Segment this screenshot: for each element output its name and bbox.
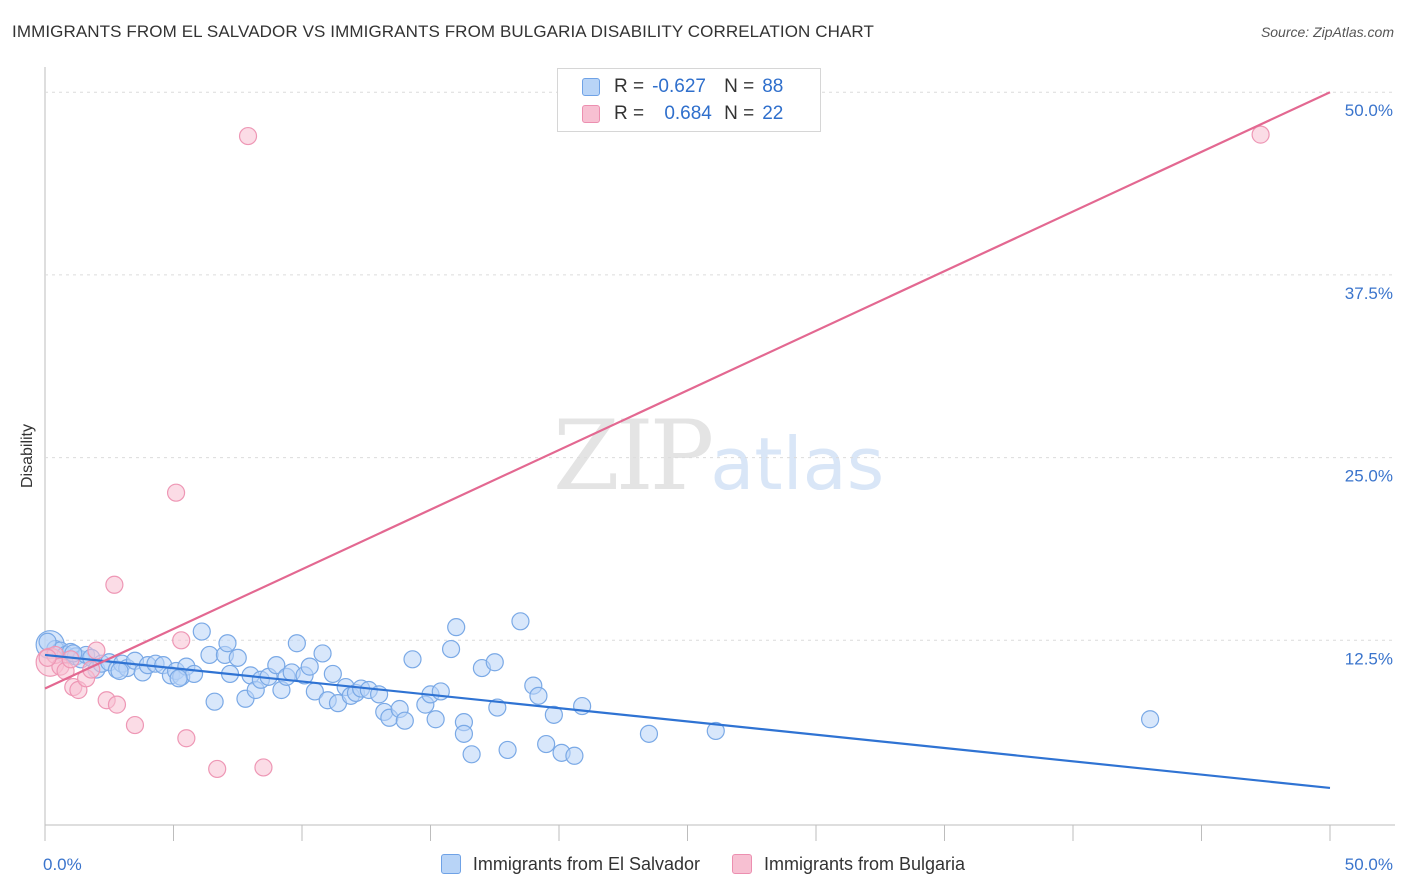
bulgaria-point [254, 758, 273, 777]
stats-row-el-salvador: R = -0.627 N = 88 [582, 74, 783, 100]
legend-item-el-salvador[interactable]: Immigrants from El Salvador [440, 853, 700, 875]
el-salvador-point [300, 657, 319, 676]
bulgaria-point [87, 641, 106, 660]
y-tick-label: 25.0% [1345, 467, 1393, 486]
el-salvador-point [511, 612, 530, 631]
bulgaria-point [1251, 125, 1270, 144]
stats-r-label: R = [614, 76, 645, 97]
stats-r-value: 0.684 [664, 103, 712, 124]
chart-title: IMMIGRANTS FROM EL SALVADOR VS IMMIGRANT… [12, 22, 874, 41]
el-salvador-point [110, 661, 129, 681]
bulgaria-point [125, 715, 145, 735]
el-salvador-point [403, 650, 422, 669]
bulgaria-point [208, 759, 227, 779]
el-salvador-point [706, 721, 725, 741]
stats-swatch-el-salvador [582, 78, 600, 96]
stats-n-label: N = [724, 76, 755, 97]
stats-n-value: 22 [762, 103, 784, 124]
bulgaria-point [107, 695, 127, 714]
el-salvador-point [228, 648, 247, 667]
legend-label-el-salvador: Immigrants from El Salvador [472, 853, 700, 874]
bulgaria-point [238, 126, 258, 146]
bulgaria-point [172, 631, 191, 650]
bulgaria-point [38, 648, 57, 667]
y-tick-label: 50.0% [1345, 101, 1393, 120]
bulgaria-trendline [44, 91, 1331, 690]
legend-swatch-el-salvador [440, 854, 461, 874]
stats-row-bulgaria: R = 0.684 N = 22 [582, 101, 783, 127]
y-axis-title: Disability [19, 423, 36, 489]
el-salvador-point [395, 711, 414, 730]
legend-swatch-bulgaria [732, 854, 752, 874]
y-tick-label: 12.5% [1345, 649, 1393, 668]
watermark: ZIPatlas [553, 400, 884, 512]
el-salvador-point [169, 669, 188, 688]
legend-item-bulgaria[interactable]: Immigrants from Bulgaria [732, 854, 965, 875]
el-salvador-point [639, 724, 659, 743]
el-salvador-point [498, 740, 517, 760]
source-label: Source: ZipAtlas.com [1260, 24, 1394, 40]
el-salvador-point [200, 645, 219, 665]
bulgaria-point [105, 575, 124, 594]
el-salvador-point [565, 746, 584, 765]
el-salvador-point [1140, 710, 1160, 729]
el-salvador-point [485, 653, 504, 672]
el-salvador-point [441, 639, 461, 659]
el-salvador-point [205, 692, 224, 711]
el-salvador-trendline [44, 653, 1331, 790]
el-salvador-point [313, 644, 332, 663]
watermark-zip: ZIP [553, 400, 714, 512]
el-salvador-point [488, 698, 507, 717]
stats-r-label: R = [614, 103, 645, 124]
legend-label-bulgaria: Immigrants from Bulgaria [764, 853, 966, 874]
x-tick-label: 50.0% [1345, 855, 1393, 874]
bulgaria-point [61, 650, 80, 669]
el-salvador-point [323, 664, 342, 684]
stats-box: R = -0.627 N = 88 R = 0.684 N = 22 [557, 68, 821, 132]
el-salvador-point [529, 686, 548, 705]
watermark-atlas: atlas [710, 422, 885, 506]
el-salvador-point [447, 618, 466, 637]
stats-r-value: -0.627 [652, 76, 706, 97]
el-salvador-point [218, 634, 237, 653]
legend: Immigrants from El Salvador Immigrants f… [0, 852, 1406, 876]
bulgaria-point [166, 483, 186, 502]
stats-n-value: 88 [762, 76, 784, 97]
el-salvador-point [184, 664, 204, 684]
stats-swatch-bulgaria [582, 105, 600, 123]
stats-n-label: N = [724, 103, 755, 124]
el-salvador-point [287, 634, 306, 653]
el-salvador-point [537, 734, 556, 754]
el-salvador-point [454, 724, 474, 743]
y-tick-label: 37.5% [1345, 284, 1393, 303]
x-tick-label: 0.0% [43, 855, 82, 874]
el-salvador-point [544, 705, 563, 724]
el-salvador-point [267, 656, 286, 675]
el-salvador-point [426, 710, 445, 729]
bulgaria-point [177, 729, 196, 748]
el-salvador-point [192, 622, 211, 641]
el-salvador-point [462, 745, 481, 764]
